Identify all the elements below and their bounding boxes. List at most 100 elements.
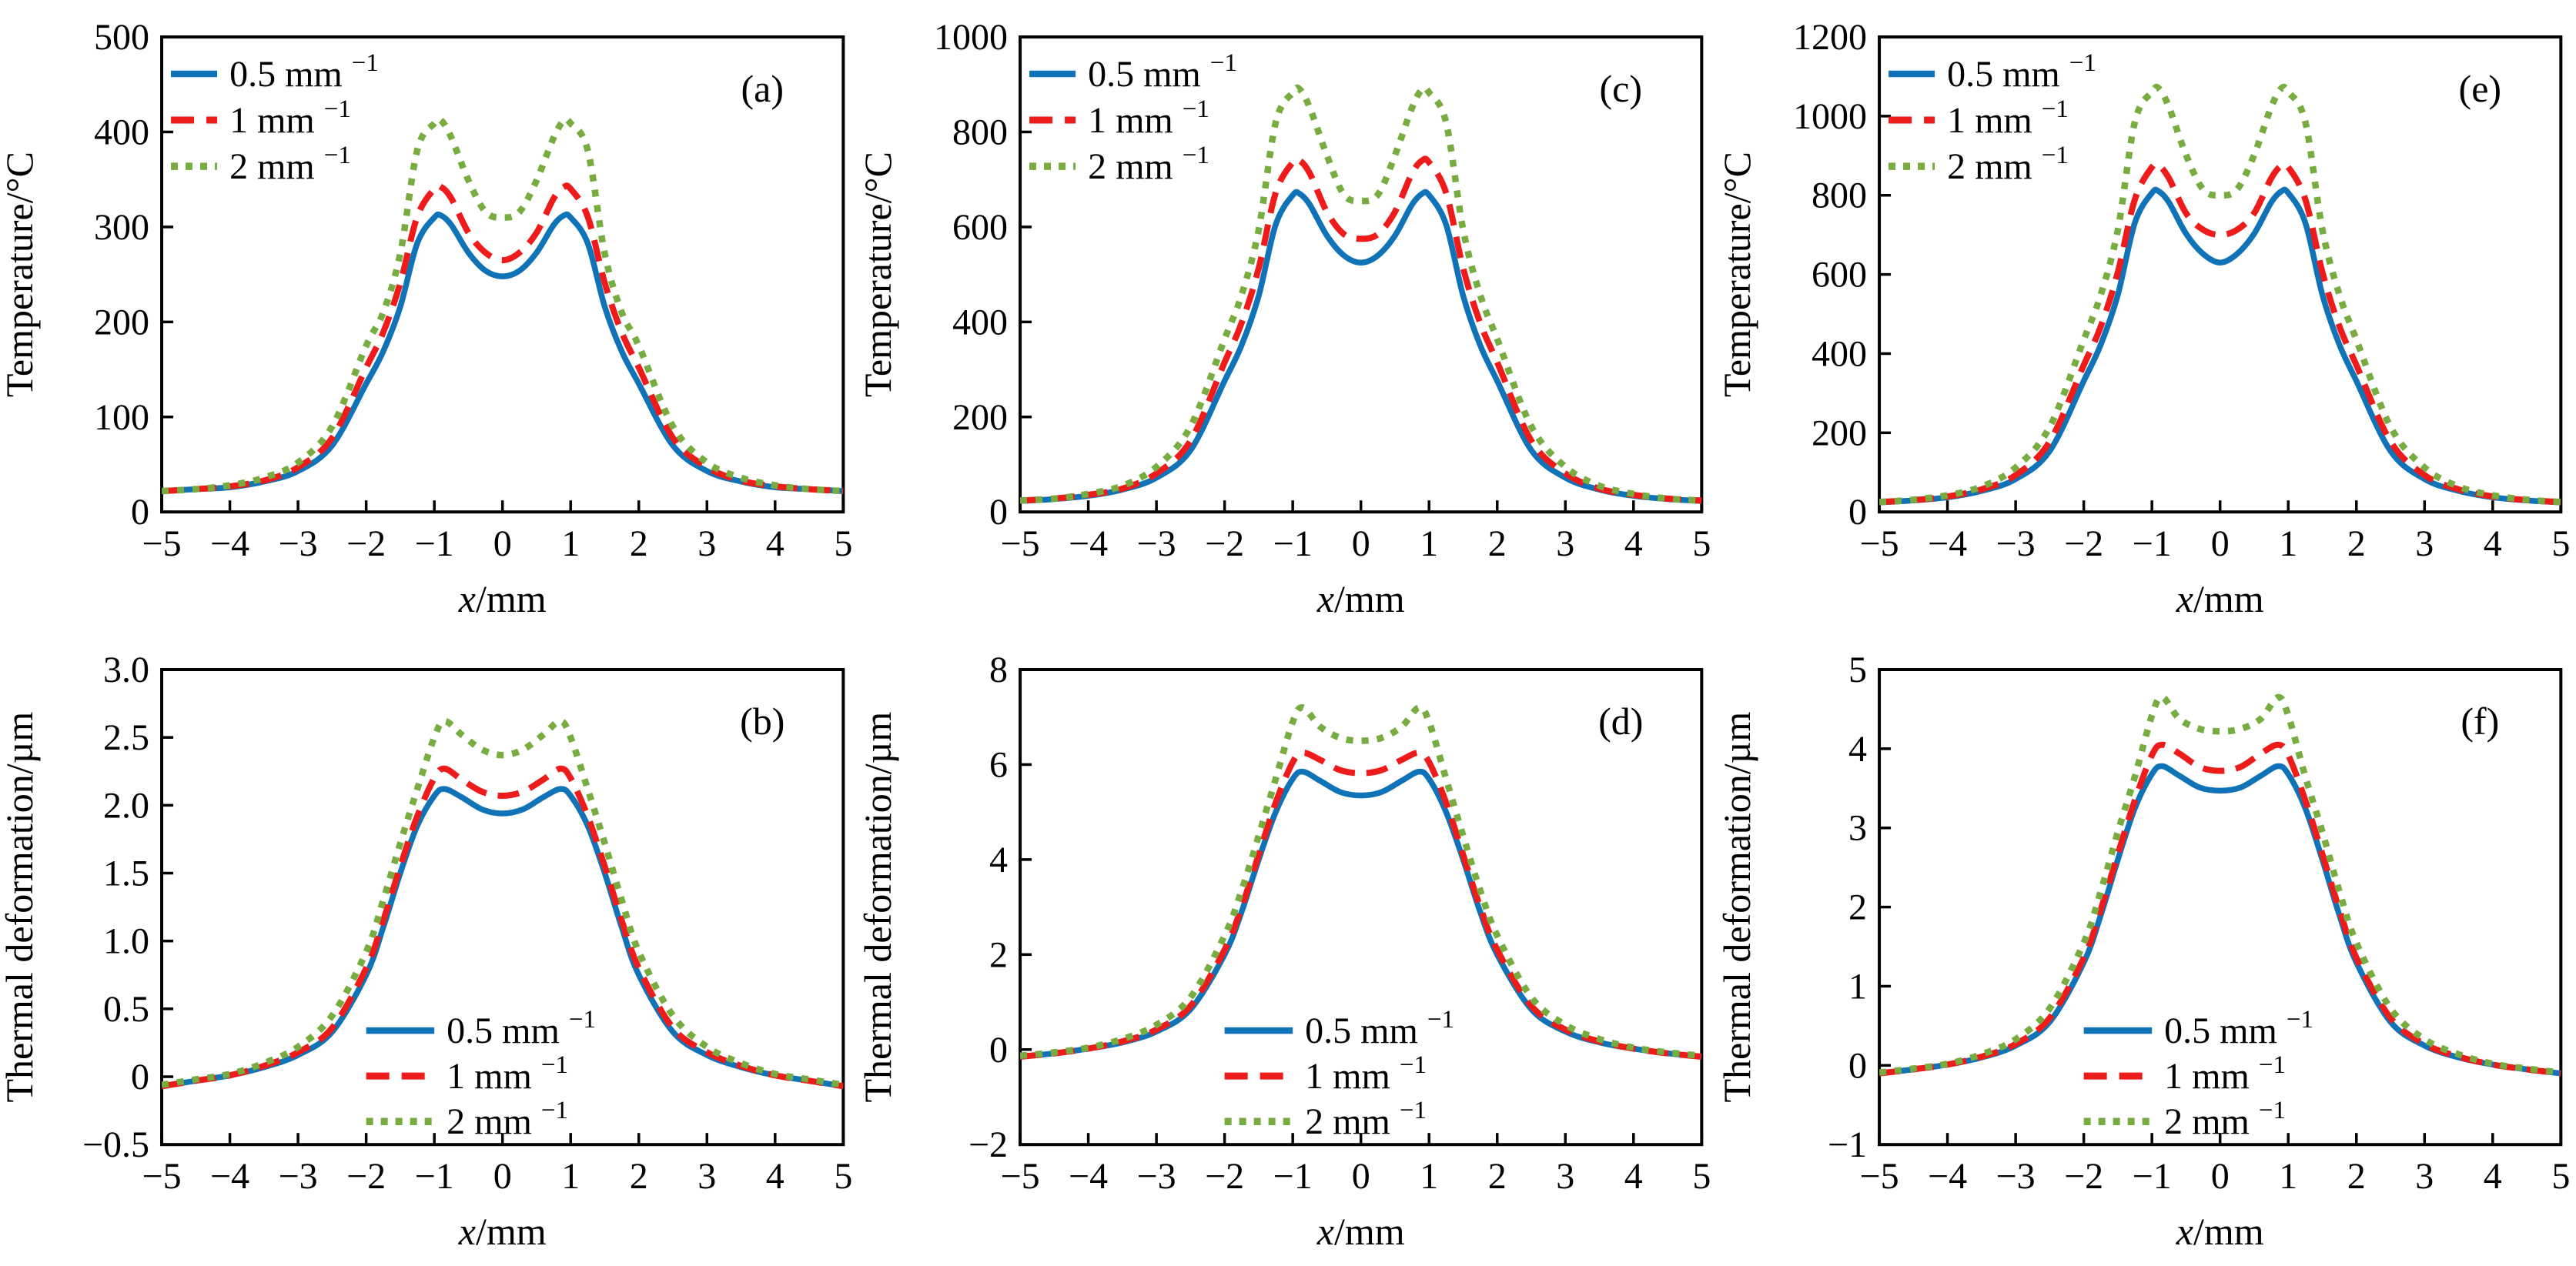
legend: 0.5 mm −11 mm −12 mm −1: [1029, 49, 1237, 187]
x-tick-label: 1: [561, 523, 580, 564]
series-line-1mm: [1020, 750, 1702, 1061]
legend-label: 1 mm −1: [2164, 1051, 2286, 1097]
x-tick-label: −4: [1928, 523, 1967, 564]
legend-entry: 2 mm −1: [1029, 142, 1209, 187]
y-tick-label: 200: [94, 302, 149, 342]
x-tick-label: 0: [2210, 1156, 2229, 1197]
y-tick-label: 0.5: [103, 989, 149, 1030]
y-tick-label: 5: [1848, 650, 1867, 690]
y-tick-label: 0: [1848, 1046, 1867, 1087]
y-axis-label: Thermal deformation/µm: [1718, 712, 1758, 1103]
x-tick-label: 2: [630, 1156, 648, 1197]
y-tick-label: 0: [131, 492, 149, 533]
legend-label: 2 mm −1: [1947, 142, 2069, 187]
y-tick-label: 2.5: [103, 717, 149, 758]
legend-entry: 1 mm −1: [2083, 1051, 2286, 1097]
chart-c: −5 −4 −3 −2 −1 0 1 2 3 4 5 0 200 400 600 800 1000 x/mm Tem…: [858, 17, 1711, 620]
x-tick-label: −2: [346, 523, 386, 564]
y-tick-label: 2: [1848, 887, 1867, 928]
x-tick-label: 5: [2551, 523, 2570, 564]
legend-entry: 0.5 mm −1: [2083, 1006, 2313, 1051]
y-tick-label: 0: [989, 492, 1008, 533]
series-line-2mm: [1020, 704, 1702, 1060]
x-tick-label: −2: [1205, 1156, 1244, 1197]
legend-label: 2 mm −1: [447, 1097, 568, 1142]
x-tick-label: 5: [1693, 1156, 1711, 1197]
x-tick-label: −5: [142, 523, 182, 564]
panel-tag: (b): [740, 700, 785, 743]
panel-tag: (c): [1600, 67, 1643, 110]
series-line-1mm: [162, 766, 844, 1090]
y-tick-label: 2: [989, 935, 1008, 976]
y-tick-label: −2: [969, 1124, 1008, 1165]
x-tick-label: 5: [834, 523, 852, 564]
legend-entry: 0.5 mm −1: [1224, 1006, 1454, 1051]
x-tick-label: 5: [834, 1156, 852, 1197]
y-tick-label: 0: [131, 1057, 149, 1097]
legend-entry: 1 mm −1: [171, 95, 351, 141]
x-tick-label: 1: [2279, 523, 2297, 564]
x-axis-label: x/mm: [458, 577, 547, 620]
panel-tag: (a): [741, 67, 784, 110]
x-tick-label: 3: [2415, 1156, 2434, 1197]
series-line-2mm: [1878, 694, 2561, 1077]
legend-label: 2 mm −1: [1305, 1097, 1427, 1142]
panel-tag: (e): [2458, 67, 2501, 110]
x-tick-label: 0: [2210, 523, 2229, 564]
y-tick-label: 400: [952, 302, 1008, 342]
series-line-2mm: [1020, 84, 1702, 504]
legend-entry: 1 mm −1: [1888, 95, 2069, 141]
y-tick-label: 6: [989, 745, 1008, 786]
x-tick-label: 5: [2551, 1156, 2570, 1197]
y-tick-label: 1000: [1793, 96, 1867, 137]
y-axis-label: Temperature/°C: [858, 152, 899, 397]
y-tick-label: 8: [989, 650, 1008, 690]
y-tick-label: 0: [1848, 492, 1867, 533]
series-line-0.5mm: [162, 211, 844, 494]
legend: 0.5 mm −11 mm −12 mm −1: [2083, 1006, 2313, 1142]
legend-label: 1 mm −1: [447, 1051, 568, 1097]
legend: 0.5 mm −11 mm −12 mm −1: [1888, 49, 2096, 187]
x-tick-label: −2: [2064, 523, 2103, 564]
legend: 0.5 mm −11 mm −12 mm −1: [1224, 1006, 1454, 1142]
legend-label: 0.5 mm −1: [1947, 49, 2096, 95]
y-tick-label: 200: [952, 397, 1008, 438]
x-tick-label: −5: [142, 1156, 182, 1197]
x-tick-label: −3: [1996, 523, 2035, 564]
y-tick-label: 1.5: [103, 853, 149, 894]
x-tick-label: 2: [2347, 1156, 2365, 1197]
legend-entry: 2 mm −1: [366, 1097, 568, 1142]
legend-label: 0.5 mm −1: [447, 1006, 596, 1051]
panel-f: −5 −4 −3 −2 −1 0 1 2 3 4 5 −1 0 1 2 3 4 5 x/mm Thermal defo…: [1718, 633, 2576, 1265]
x-tick-label: 0: [1352, 1156, 1370, 1197]
x-tick-label: −3: [1137, 1156, 1176, 1197]
x-tick-label: 2: [630, 523, 648, 564]
y-tick-label: 2.0: [103, 786, 149, 827]
x-tick-label: −2: [346, 1156, 386, 1197]
chart-d: −5 −4 −3 −2 −1 0 1 2 3 4 5 −2 0 2 4 6 8 x/mm Thermal defor…: [858, 650, 1711, 1253]
legend-entry: 2 mm −1: [171, 142, 351, 187]
y-tick-label: 3.0: [103, 650, 149, 690]
x-tick-label: −4: [1928, 1156, 1967, 1197]
y-tick-label: 4: [989, 840, 1008, 880]
legend-label: 2 mm −1: [1088, 142, 1209, 187]
x-axis-label: x/mm: [2175, 1210, 2263, 1253]
x-tick-label: −2: [2064, 1156, 2103, 1197]
x-tick-label: 3: [698, 1156, 716, 1197]
x-tick-label: 1: [2279, 1156, 2297, 1197]
y-tick-label: 1000: [934, 17, 1008, 58]
panel-d: −5 −4 −3 −2 −1 0 1 2 3 4 5 −2 0 2 4 6 8 x/mm Thermal defor…: [858, 633, 1717, 1265]
y-axis-label: Temperature/°C: [0, 152, 41, 397]
legend-entry: 1 mm −1: [1224, 1051, 1427, 1097]
legend: 0.5 mm −11 mm −12 mm −1: [171, 49, 379, 187]
y-tick-label: 1: [1848, 967, 1867, 1007]
x-tick-label: −1: [2132, 1156, 2171, 1197]
x-tick-label: 3: [1557, 1156, 1575, 1197]
series-line-1mm: [1020, 155, 1702, 504]
x-tick-label: 3: [698, 523, 716, 564]
legend: 0.5 mm −11 mm −12 mm −1: [366, 1006, 596, 1142]
x-tick-label: 0: [493, 1156, 512, 1197]
legend-label: 1 mm −1: [1305, 1051, 1427, 1097]
x-tick-label: 1: [1420, 523, 1439, 564]
